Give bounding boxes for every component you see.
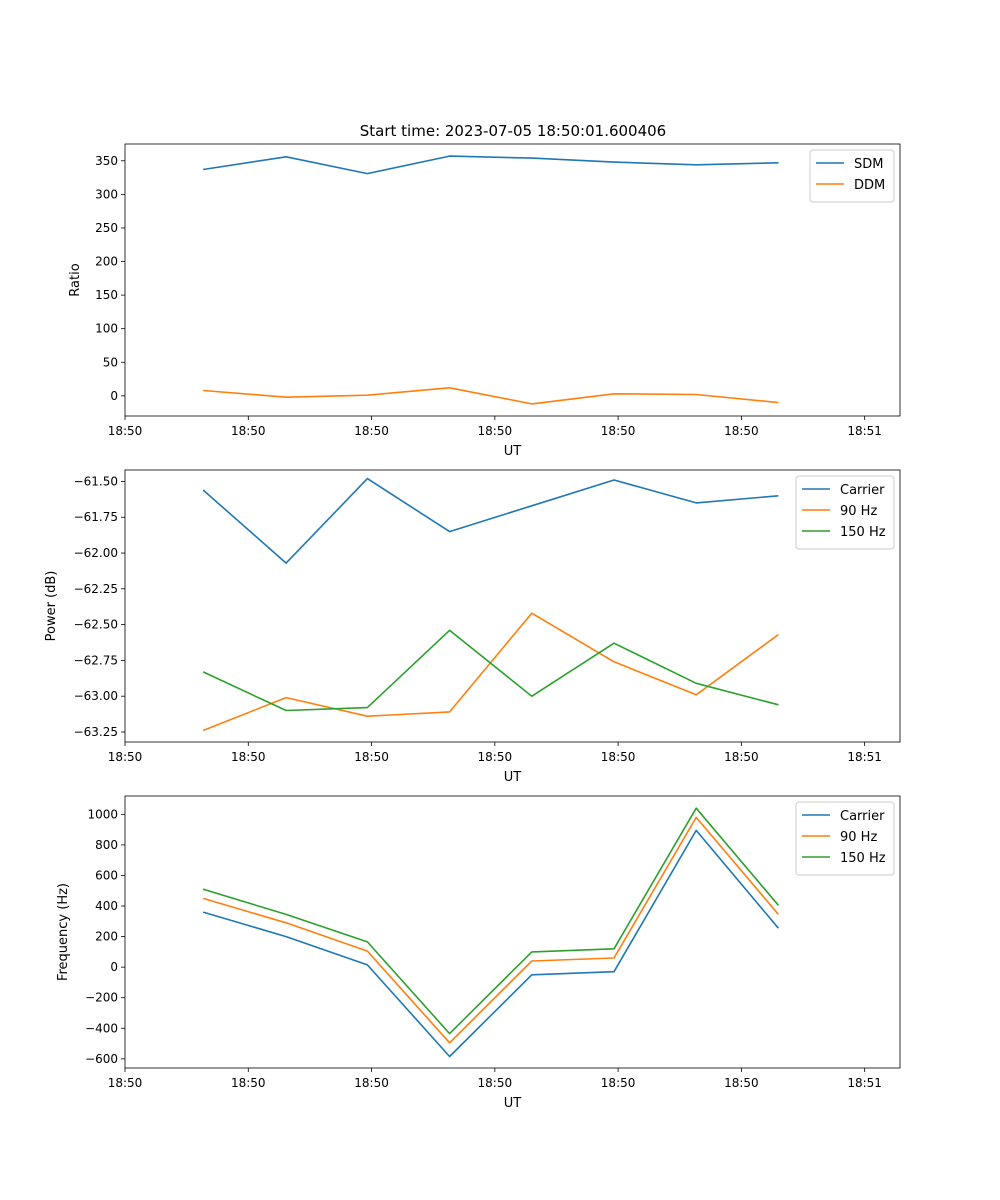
axes-frame bbox=[124, 143, 901, 417]
panels: 18:50 18:50 18:50 18:50 18:50 18:50 18:51 0 50 10… bbox=[44, 143, 901, 1111]
y-axis-label: Ratio bbox=[68, 263, 83, 296]
x-tick-label: 18:51 bbox=[847, 750, 882, 764]
legend: Carrier 90 Hz 150 Hz bbox=[795, 801, 895, 876]
x-tick-label: 18:50 bbox=[478, 1076, 513, 1090]
y-tick-label: −62.25 bbox=[74, 582, 118, 596]
x-tick-label: 18:50 bbox=[231, 424, 266, 438]
y-tick-label: 50 bbox=[103, 355, 118, 369]
y-tick-label: −200 bbox=[85, 991, 118, 1005]
y-tick-label: 300 bbox=[95, 187, 118, 201]
series-line-90-hz bbox=[202, 816, 780, 1044]
figure-title: Start time: 2023-07-05 18:50:01.600406 bbox=[360, 122, 666, 140]
y-tick-label: 200 bbox=[95, 930, 118, 944]
x-tick-label: 18:50 bbox=[601, 1076, 636, 1090]
x-tick-label: 18:50 bbox=[601, 424, 636, 438]
y-tick-label: −62.50 bbox=[74, 618, 118, 632]
legend-label: SDM bbox=[854, 157, 883, 172]
x-tick-label: 18:50 bbox=[724, 424, 759, 438]
x-tick-label: 18:50 bbox=[724, 750, 759, 764]
y-tick-label: 250 bbox=[95, 221, 118, 235]
y-tick-label: 600 bbox=[95, 868, 118, 882]
x-tick-label: 18:50 bbox=[108, 424, 143, 438]
legend-label: 90 Hz bbox=[840, 504, 877, 519]
axes-frame bbox=[124, 469, 901, 743]
x-tick-label: 18:50 bbox=[108, 750, 143, 764]
y-tick-label: 150 bbox=[95, 288, 118, 302]
legend-label: 90 Hz bbox=[840, 830, 877, 845]
y-tick-label: −61.75 bbox=[74, 510, 118, 524]
y-tick-label: 800 bbox=[95, 838, 118, 852]
x-tick-label: 18:50 bbox=[478, 424, 513, 438]
legend-label: Carrier bbox=[840, 809, 885, 824]
legend-label: 150 Hz bbox=[840, 525, 886, 540]
y-axis-label: Frequency (Hz) bbox=[56, 883, 71, 981]
y-tick-label: 400 bbox=[95, 899, 118, 913]
panel-1: 18:50 18:50 18:50 18:50 18:50 18:50 18:51 0 50 10… bbox=[68, 143, 901, 459]
y-tick-label: 100 bbox=[95, 322, 118, 336]
y-tick-label: −63.25 bbox=[74, 725, 118, 739]
legend: Carrier 90 Hz 150 Hz bbox=[795, 475, 895, 550]
y-tick-label: 350 bbox=[95, 154, 118, 168]
series-line-ddm bbox=[203, 386, 779, 405]
panel-3: 18:50 18:50 18:50 18:50 18:50 18:50 18:51 −600 −… bbox=[56, 795, 901, 1111]
series-line-carrier bbox=[202, 477, 779, 564]
x-tick-label: 18:50 bbox=[354, 424, 389, 438]
y-tick-label: −600 bbox=[85, 1052, 118, 1066]
axes-frame bbox=[124, 795, 901, 1069]
x-tick-label: 18:51 bbox=[847, 424, 882, 438]
y-tick-label: 0 bbox=[110, 389, 118, 403]
x-tick-label: 18:50 bbox=[108, 1076, 143, 1090]
y-tick-label: −400 bbox=[85, 1021, 118, 1035]
x-tick-label: 18:50 bbox=[354, 1076, 389, 1090]
x-axis-label: UT bbox=[504, 770, 522, 785]
series-line-carrier bbox=[202, 829, 780, 1058]
x-tick-label: 18:50 bbox=[724, 1076, 759, 1090]
series-line-sdm bbox=[202, 155, 779, 175]
legend-label: DDM bbox=[854, 178, 885, 193]
x-tick-label: 18:50 bbox=[354, 750, 389, 764]
x-tick-label: 18:51 bbox=[847, 1076, 882, 1090]
series-line-150-hz bbox=[202, 807, 780, 1035]
x-tick-label: 18:50 bbox=[478, 750, 513, 764]
y-tick-label: 0 bbox=[110, 960, 118, 974]
legend-label: Carrier bbox=[840, 483, 885, 498]
x-tick-label: 18:50 bbox=[231, 750, 266, 764]
x-tick-label: 18:50 bbox=[231, 1076, 266, 1090]
legend-label: 150 Hz bbox=[840, 851, 886, 866]
y-tick-label: −63.00 bbox=[74, 689, 118, 703]
x-tick-label: 18:50 bbox=[601, 750, 636, 764]
x-axis-label: UT bbox=[504, 1096, 522, 1111]
legend: SDM DDM bbox=[809, 149, 895, 203]
y-tick-label: −62.00 bbox=[74, 546, 118, 560]
y-axis-label: Power (dB) bbox=[44, 571, 59, 642]
panel-2: 18:50 18:50 18:50 18:50 18:50 18:50 18:51 −63.2… bbox=[44, 469, 901, 785]
y-tick-label: −61.50 bbox=[74, 474, 118, 488]
y-tick-label: 1000 bbox=[87, 807, 118, 821]
series-line-150-hz bbox=[202, 629, 779, 712]
y-tick-label: −62.75 bbox=[74, 653, 118, 667]
x-axis-label: UT bbox=[504, 444, 522, 459]
y-tick-label: 200 bbox=[95, 255, 118, 269]
